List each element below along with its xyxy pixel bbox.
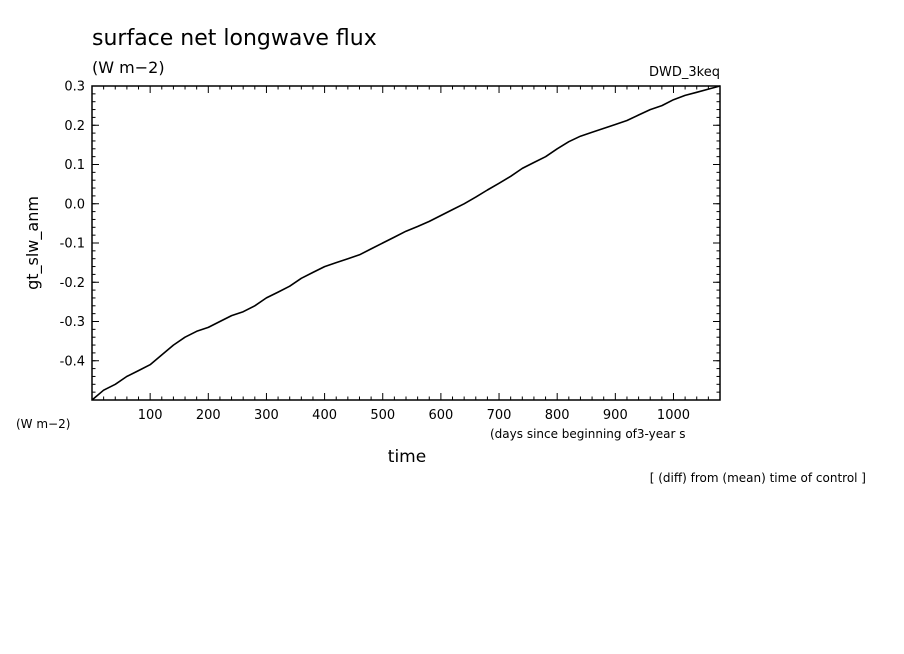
case-label: DWD_3keq [649,65,720,80]
x-axis-label: time [388,447,426,467]
y-tick-label: 0.1 [64,158,85,173]
series-group [91,85,721,401]
y-tick-label: -0.2 [60,276,85,291]
y-tick-label: 0.2 [64,119,85,134]
chart-units-label: (W m−2) [92,58,165,77]
y-axis-label: gt_slw_anm [23,196,43,290]
x-tick-label: 200 [196,408,221,423]
x-tick-label: 700 [487,408,512,423]
series-line [91,85,721,401]
y-tick-label: 0.0 [64,197,85,212]
x-tick-label: 500 [370,408,395,423]
y-tick-label: -0.4 [60,354,85,369]
x-units-label: (days since beginning of3-year s [490,427,686,441]
chart-title: surface net longwave flux [92,26,377,51]
x-tick-label: 300 [254,408,279,423]
y-tick-label: -0.1 [60,237,85,252]
footnote: [ (diff) from (mean) time of control ] [650,471,866,485]
x-axis-ticks: 100 200 300 400 500 600 700 800 900 1000 [103,86,709,423]
x-tick-label: 400 [312,408,337,423]
plot-frame [91,85,721,401]
y-tick-label: -0.3 [60,315,85,330]
y-axis-ticks: -0.4 -0.3 -0.2 -0.1 0.0 0.1 0.2 0.3 [60,80,720,401]
y-tick-label: 0.3 [64,80,85,95]
x-tick-label: 600 [428,408,453,423]
x-tick-label: 900 [603,408,628,423]
y-units-label: (W m−2) [16,417,70,431]
x-tick-label: 1000 [657,408,690,423]
x-tick-label: 100 [138,408,163,423]
x-tick-label: 800 [545,408,570,423]
